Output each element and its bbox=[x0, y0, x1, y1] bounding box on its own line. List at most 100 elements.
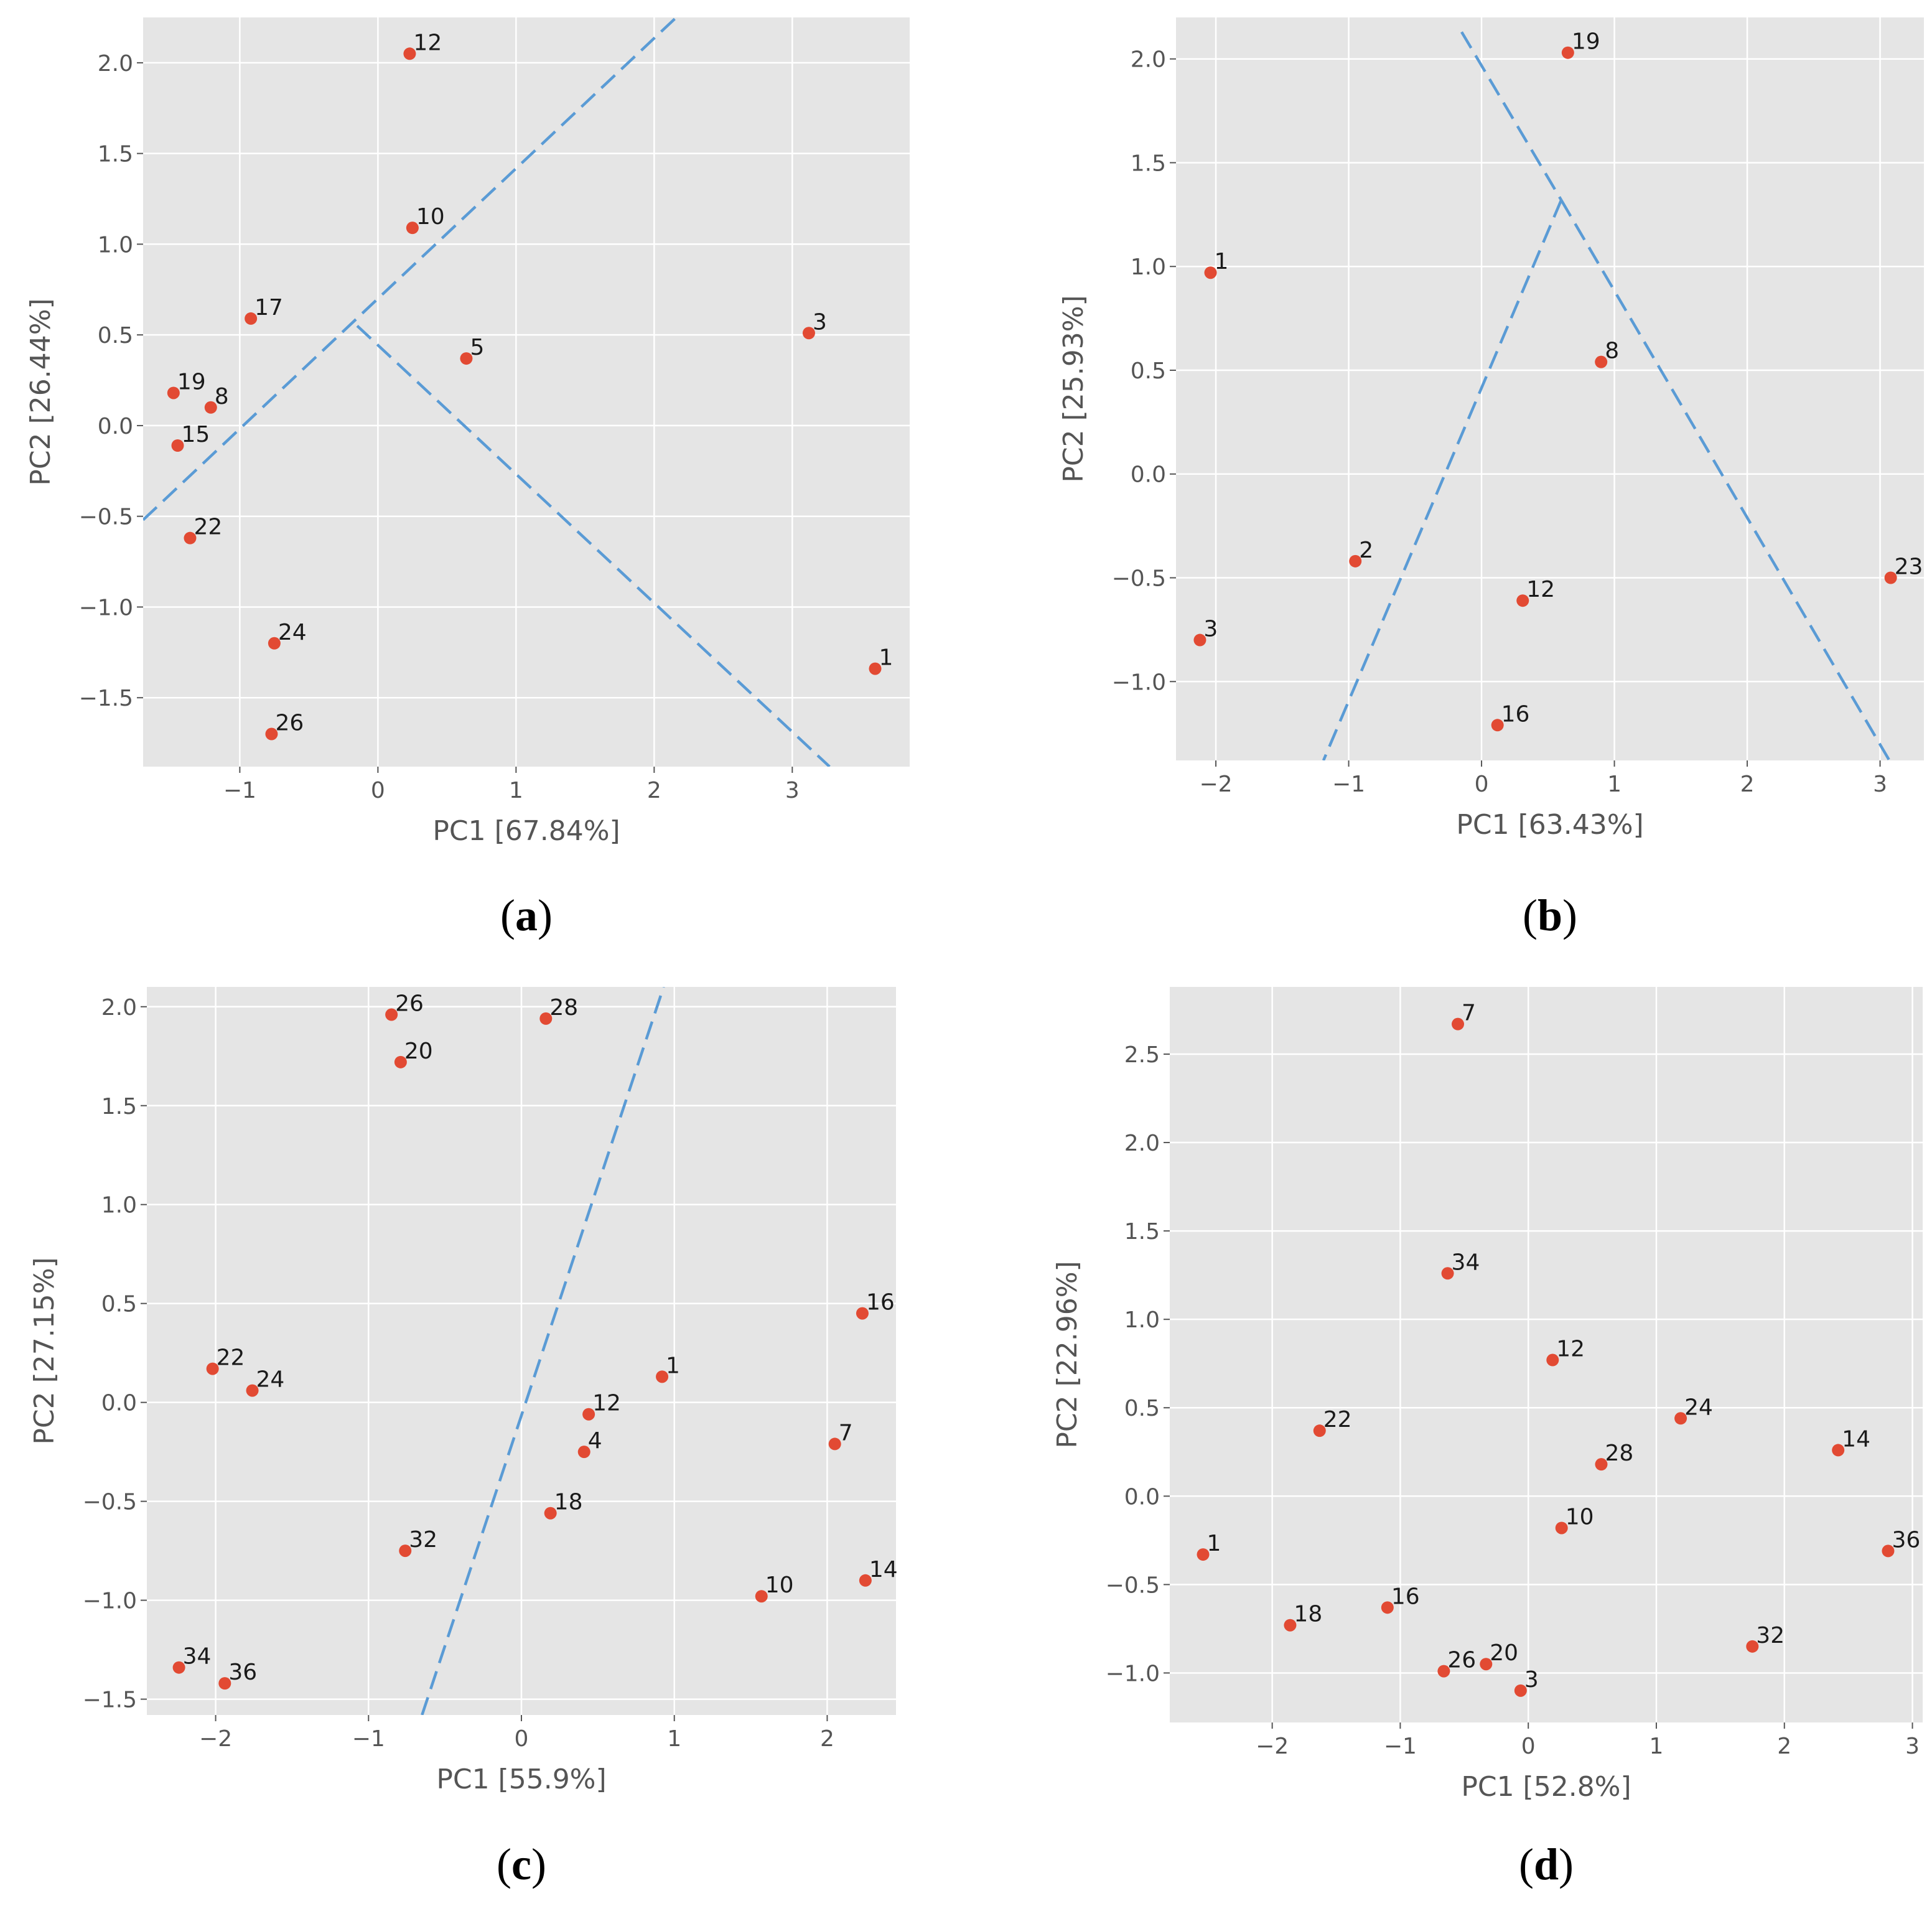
data-point bbox=[1595, 1458, 1608, 1471]
point-label: 26 bbox=[395, 991, 424, 1017]
data-point bbox=[265, 727, 278, 741]
data-point bbox=[1884, 571, 1897, 584]
panel-label-close: ) bbox=[538, 890, 553, 940]
y-tick-label: 0.5 bbox=[1131, 358, 1166, 384]
data-point bbox=[1284, 1619, 1297, 1632]
y-tick-label: −0.5 bbox=[1112, 566, 1166, 592]
x-tick-label: −2 bbox=[199, 1726, 232, 1752]
data-point bbox=[1514, 1684, 1527, 1697]
x-tick-label: −1 bbox=[1384, 1734, 1417, 1759]
data-point bbox=[1882, 1544, 1895, 1558]
y-tick-label: −1.0 bbox=[1106, 1661, 1160, 1686]
plot-area-a bbox=[143, 17, 910, 767]
point-label: 26 bbox=[1447, 1648, 1476, 1673]
point-label: 12 bbox=[1556, 1337, 1585, 1362]
point-label: 22 bbox=[1323, 1407, 1352, 1432]
data-point bbox=[394, 1055, 407, 1068]
y-tick-label: 1.0 bbox=[1124, 1307, 1160, 1333]
data-point bbox=[1595, 355, 1608, 368]
point-label: 18 bbox=[554, 1490, 583, 1515]
point-label: 34 bbox=[183, 1644, 212, 1670]
panel-label-letter: a bbox=[515, 890, 538, 940]
point-label: 24 bbox=[256, 1367, 285, 1393]
x-tick-label: 0 bbox=[515, 1726, 529, 1752]
chart-panel-b: −2 −1 0 1 2 3−1.0−0.50.00.51.01.52.0191821223… bbox=[1058, 17, 1924, 940]
plot-area-b bbox=[1176, 17, 1924, 760]
y-tick-label: 1.0 bbox=[101, 1193, 137, 1218]
x-tick-label: 2 bbox=[1740, 772, 1755, 797]
separator-line bbox=[356, 324, 831, 767]
point-label: 10 bbox=[416, 204, 445, 230]
data-point bbox=[218, 1677, 231, 1690]
x-tick-label: −1 bbox=[1332, 772, 1365, 797]
data-point bbox=[1437, 1665, 1450, 1678]
panel-label-letter: b bbox=[1538, 890, 1562, 940]
data-point bbox=[1193, 633, 1206, 647]
separator-line bbox=[1322, 199, 1563, 760]
data-point bbox=[1204, 266, 1217, 279]
y-tick-label: −0.5 bbox=[83, 1490, 137, 1515]
panel-label: (d) bbox=[1519, 1839, 1574, 1889]
y-tick-label: 0.0 bbox=[101, 1391, 137, 1416]
data-point bbox=[1674, 1412, 1687, 1425]
point-label: 8 bbox=[1605, 339, 1619, 364]
y-axis-label: PC2 [26.44%] bbox=[25, 298, 57, 485]
point-label: 7 bbox=[1462, 1001, 1476, 1026]
point-label: 12 bbox=[1526, 577, 1555, 602]
x-tick-label: 3 bbox=[1905, 1734, 1920, 1759]
point-label: 10 bbox=[1566, 1504, 1594, 1530]
data-point bbox=[406, 222, 419, 235]
data-point bbox=[1349, 554, 1362, 568]
point-label: 16 bbox=[1501, 701, 1530, 727]
x-tick-label: 0 bbox=[1521, 1734, 1536, 1759]
point-label: 5 bbox=[470, 335, 484, 360]
point-label: 22 bbox=[217, 1345, 245, 1371]
panel-label-open: ( bbox=[1523, 890, 1538, 940]
plot-area-d bbox=[1170, 987, 1923, 1722]
x-tick-label: −2 bbox=[1256, 1734, 1289, 1759]
data-point bbox=[755, 1590, 768, 1603]
x-tick-label: 1 bbox=[509, 778, 523, 803]
data-point bbox=[172, 1661, 185, 1674]
data-point bbox=[869, 662, 882, 675]
panel-label-open: ( bbox=[500, 890, 515, 940]
data-point bbox=[268, 637, 281, 650]
x-tick-label: 3 bbox=[785, 778, 800, 803]
y-tick-label: 0.0 bbox=[1124, 1484, 1160, 1510]
data-point bbox=[856, 1307, 869, 1320]
point-label: 10 bbox=[765, 1573, 794, 1598]
point-label: 20 bbox=[404, 1039, 433, 1064]
point-label: 24 bbox=[1684, 1395, 1713, 1420]
panel-label: (a) bbox=[500, 890, 553, 940]
data-point bbox=[1746, 1640, 1759, 1653]
y-tick-label: 2.5 bbox=[1124, 1042, 1160, 1068]
x-tick-label: 1 bbox=[1650, 1734, 1664, 1759]
point-label: 19 bbox=[1572, 29, 1600, 55]
panel-label-open: ( bbox=[497, 1839, 511, 1889]
point-label: 20 bbox=[1490, 1640, 1518, 1666]
point-label: 1 bbox=[1207, 1531, 1221, 1556]
y-tick-label: 0.5 bbox=[98, 323, 133, 348]
y-tick-label: −1.5 bbox=[83, 1688, 137, 1713]
chart-panel-c: −2 −1 0 1 2−1.5−1.0−0.50.00.51.01.52.0 26 2820… bbox=[29, 987, 898, 1889]
y-tick-label: 1.5 bbox=[98, 142, 133, 167]
x-tick-label: −1 bbox=[352, 1726, 385, 1752]
x-tick-label: −1 bbox=[223, 778, 256, 803]
panel-label-letter: d bbox=[1534, 1839, 1559, 1889]
y-tick-label: 1.0 bbox=[1131, 255, 1166, 280]
point-label: 4 bbox=[588, 1428, 602, 1454]
point-label: 17 bbox=[254, 295, 283, 320]
y-tick-label: −0.5 bbox=[1106, 1573, 1160, 1598]
data-point bbox=[577, 1446, 590, 1459]
point-label: 19 bbox=[177, 369, 206, 395]
point-label: 1 bbox=[666, 1353, 680, 1378]
point-label: 3 bbox=[1524, 1667, 1539, 1693]
point-label: 28 bbox=[549, 995, 578, 1021]
y-tick-label: −1.0 bbox=[83, 1589, 137, 1614]
data-point bbox=[204, 401, 217, 414]
point-label: 32 bbox=[1756, 1623, 1785, 1648]
data-point bbox=[245, 312, 258, 325]
data-point bbox=[1480, 1658, 1493, 1671]
y-tick-label: 1.0 bbox=[98, 232, 133, 258]
